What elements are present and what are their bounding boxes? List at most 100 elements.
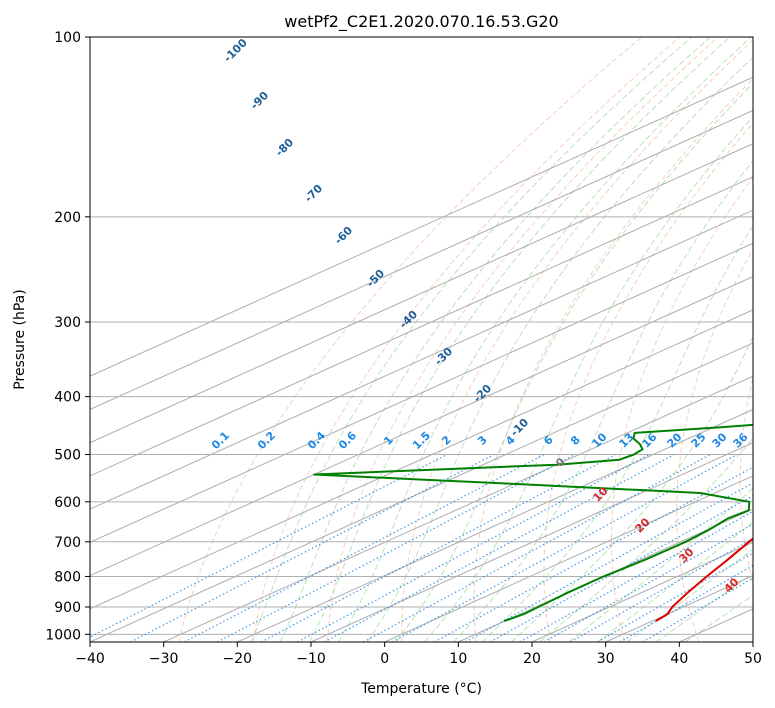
mixing-ratio-line xyxy=(642,577,753,642)
y-tick-label: 600 xyxy=(54,495,81,511)
isotherm xyxy=(90,276,753,577)
dry-adiabat xyxy=(676,248,753,642)
x-tick-label: 50 xyxy=(744,651,762,667)
mixing-ratio-label: 1.5 xyxy=(410,429,433,452)
mixing-ratio-line xyxy=(90,453,448,638)
dry-adiabat xyxy=(611,176,753,642)
y-tick-label: 400 xyxy=(54,390,81,406)
isotherm-label: -30 xyxy=(432,345,455,368)
mixing-ratio-line xyxy=(489,494,753,642)
isotherm-label: -70 xyxy=(302,182,325,205)
dry-adiabat xyxy=(252,37,681,642)
wet-bulb-label: 40 xyxy=(722,575,742,595)
x-axis-label: Temperature (°C) xyxy=(360,681,482,697)
y-axis-label: Pressure (hPa) xyxy=(12,289,28,389)
profile-lines xyxy=(313,423,753,622)
isotherm xyxy=(90,342,753,642)
dry-adiabat xyxy=(401,39,753,642)
plot-area xyxy=(90,37,753,642)
dry-adiabat xyxy=(473,77,753,642)
isotherm xyxy=(679,608,753,642)
isotherm xyxy=(458,508,753,642)
line-labels: -100-90-80-70-60-50-40-30-20-100.1 0.2 0.4… xyxy=(209,36,751,596)
mixing-ratio-line xyxy=(297,453,650,642)
mixing-ratio-line xyxy=(619,564,753,642)
y-tick-label: 200 xyxy=(54,210,81,226)
y-tick-label: 800 xyxy=(54,569,81,585)
isotherm-label: -40 xyxy=(397,308,420,331)
x-tick-label: 0 xyxy=(380,651,389,667)
isotherm xyxy=(384,475,753,642)
dewpoint-line xyxy=(313,423,753,622)
isotherm xyxy=(90,209,753,510)
y-tick-label: 500 xyxy=(54,448,81,464)
moist-adiabat xyxy=(568,487,753,642)
moist-adiabat xyxy=(250,37,693,642)
mixing-ratio-label: 0.2 xyxy=(255,429,278,452)
isotherm xyxy=(237,408,753,642)
isotherm xyxy=(310,442,753,642)
moist-adiabat xyxy=(510,335,753,642)
isotherm xyxy=(90,143,753,444)
isotherm xyxy=(163,375,753,642)
mixing-ratio-label: 0.1 xyxy=(209,429,232,452)
temperature-line xyxy=(655,537,753,622)
plot-frame xyxy=(89,36,754,643)
mixing-ratio-line xyxy=(260,453,616,642)
y-tick-label: 100 xyxy=(54,30,81,46)
mixing-ratio-label: 10 xyxy=(590,430,610,450)
moist-adiabat xyxy=(539,437,753,642)
moist-adiabat xyxy=(279,37,711,642)
x-tick-label: 30 xyxy=(597,651,615,667)
y-tick-label: 300 xyxy=(54,315,81,331)
mixing-ratio-label: 25 xyxy=(689,431,709,451)
moist-adiabat xyxy=(337,37,752,642)
dry-adiabat xyxy=(178,37,643,642)
dry-adiabat xyxy=(739,375,753,586)
isotherm-label: -100 xyxy=(221,36,250,65)
mixing-ratio-label: 3 xyxy=(475,433,490,448)
isotherm-label: -50 xyxy=(364,267,387,290)
x-tick-label: −10 xyxy=(296,651,326,667)
isotherm-label: -80 xyxy=(273,136,296,159)
mixing-ratio-label: 30 xyxy=(710,430,730,450)
mixing-ratio-label: 36 xyxy=(731,430,751,450)
x-tick-label: −30 xyxy=(149,651,179,667)
y-tick-label: 900 xyxy=(54,600,81,616)
isotherms xyxy=(90,76,753,642)
mixing-ratio-line xyxy=(363,453,711,642)
mixing-ratio-line xyxy=(434,466,753,642)
moist-adiabat xyxy=(366,56,753,642)
x-tick-label: 20 xyxy=(523,651,541,667)
x-tick-label: −20 xyxy=(223,651,253,667)
chart-title: wetPf2_C2E1.2020.070.16.53.G20 xyxy=(284,12,558,32)
mixing-ratio-label: 0.6 xyxy=(336,429,359,452)
y-tick-label: 700 xyxy=(54,535,81,551)
mixing-ratio-lines xyxy=(90,453,753,642)
wet-bulb-label: 30 xyxy=(677,545,697,565)
mixing-ratio-label: 1 xyxy=(381,433,396,448)
isotherm-label: -90 xyxy=(248,89,271,112)
x-tick-label: 40 xyxy=(670,651,688,667)
isotherm xyxy=(90,309,753,610)
isotherm xyxy=(752,641,753,642)
isotherm xyxy=(90,242,753,543)
mixing-ratio-label: 8 xyxy=(568,433,583,448)
mixing-ratio-line xyxy=(391,453,738,642)
wet-bulb-label: 0 xyxy=(553,455,568,470)
x-tick-label: −40 xyxy=(75,651,105,667)
axis-ticks: −40 −30 −20 −10 0 10 20 30 40 5010020030040050060… xyxy=(45,30,762,667)
mixing-ratio-line xyxy=(217,453,576,642)
mixing-ratio-label: 0.4 xyxy=(305,429,328,452)
isotherm-label: -20 xyxy=(471,382,494,405)
mixing-ratio-line xyxy=(130,453,495,642)
wet-bulb-label: 20 xyxy=(633,515,653,535)
y-tick-label: 1000 xyxy=(45,627,81,643)
isotherm xyxy=(90,76,753,377)
moist-adiabat xyxy=(481,224,753,642)
isotherm xyxy=(90,176,753,477)
x-tick-label: 10 xyxy=(449,651,467,667)
isotherm-label: -60 xyxy=(332,224,355,247)
moist-adiabat xyxy=(424,115,753,642)
